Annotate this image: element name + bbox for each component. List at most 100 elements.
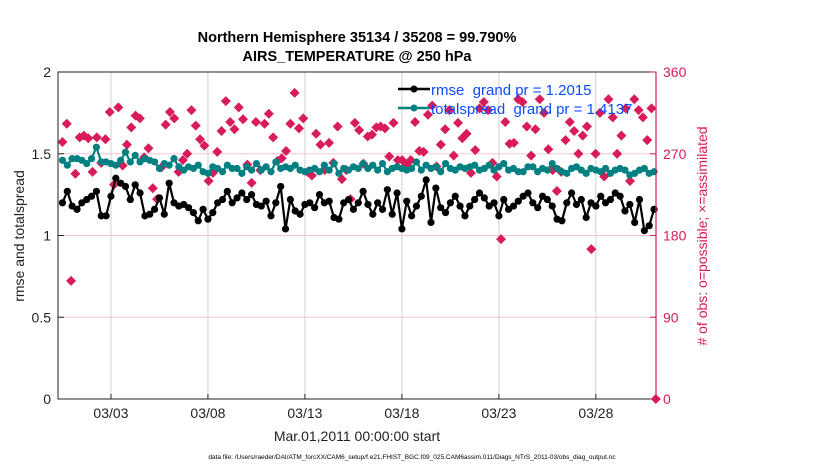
obs-count-point <box>57 136 68 147</box>
rmse-point <box>509 202 518 210</box>
obs-count-point <box>440 124 451 135</box>
obs-count-point <box>564 116 575 127</box>
totalspread-point <box>194 161 202 169</box>
totalspread-point <box>117 156 125 164</box>
obs-count-point <box>293 123 304 134</box>
obs-count-point <box>453 117 464 128</box>
totalspread-point <box>272 158 280 166</box>
obs-count-point <box>160 119 171 130</box>
rmse-point <box>592 202 600 210</box>
rmse-point <box>374 199 382 207</box>
totalspread-point <box>529 163 537 171</box>
legend-label-spread: totalspread grand pr = 1.4137 <box>431 101 632 118</box>
rmse-point <box>480 194 488 202</box>
totalspread-point <box>262 163 270 171</box>
obs-count-point <box>126 122 137 133</box>
obs-count-point <box>521 121 532 132</box>
rmse-point <box>63 187 71 195</box>
totalspread-point <box>640 164 648 173</box>
obs-count-point <box>418 146 429 157</box>
obs-count-point <box>169 113 180 124</box>
obs-count-point <box>422 109 433 120</box>
totalspread-point <box>471 161 479 169</box>
rmse-point <box>393 189 401 197</box>
rmse-point <box>281 225 290 233</box>
rmse-point <box>364 200 372 209</box>
rmse-point <box>102 212 110 220</box>
rmse-point <box>286 195 294 204</box>
obs-count-point <box>448 150 459 161</box>
obs-count-point <box>379 123 390 134</box>
rmse-point <box>344 195 353 204</box>
obs-count-point <box>311 128 322 139</box>
obs-count-point <box>616 130 627 141</box>
obs-count-point <box>483 105 494 116</box>
totalspread-point <box>126 158 134 166</box>
x-tick-label: 03/28 <box>578 405 613 421</box>
obs-count-point <box>332 121 343 132</box>
obs-count-point <box>143 143 154 154</box>
series-layer <box>57 87 661 404</box>
totalspread-point <box>335 169 343 177</box>
obs-count-point <box>199 140 210 151</box>
rmse-point <box>223 187 231 195</box>
obs-count-point <box>268 132 279 143</box>
obs-count-point <box>121 139 132 150</box>
obs-count-point <box>83 133 94 144</box>
rmse-point <box>335 215 343 223</box>
obs-count-point <box>250 116 261 127</box>
totalspread-point <box>621 166 629 174</box>
rmse-point <box>189 209 197 217</box>
rmse-point <box>272 199 280 207</box>
totalspread-point <box>218 168 227 176</box>
rmse-point <box>378 205 387 213</box>
totalspread-point <box>417 166 425 174</box>
obs-count-point <box>633 105 644 116</box>
rmse-point <box>383 186 391 194</box>
obs-count-point <box>496 234 507 245</box>
obs-count-point <box>91 132 102 143</box>
rmse-point <box>194 217 202 225</box>
rmse-point <box>597 192 605 200</box>
rmse-point <box>296 210 304 218</box>
rmse-point <box>461 212 469 220</box>
rmse-point <box>606 195 615 204</box>
chart-title-line-1: Northern Hemisphere 35134 / 35208 = 99.7… <box>198 30 517 46</box>
rmse-point <box>155 194 164 202</box>
obs-count-point <box>573 148 584 159</box>
obs-count-point <box>190 120 201 131</box>
obs-count-point <box>225 116 236 127</box>
rmse-point <box>408 212 416 220</box>
rmse-point <box>616 192 624 200</box>
rmse-point <box>572 200 581 209</box>
legend: rmse grand pr = 1.2015 totalspread grand… <box>398 82 632 118</box>
obs-count-point <box>491 171 502 182</box>
totalspread-point <box>563 169 571 177</box>
rmse-point <box>441 209 450 217</box>
rmse-point <box>645 222 653 230</box>
rmse-point <box>354 199 362 207</box>
y-axis-label-left: rmse and totalspread <box>11 170 27 302</box>
grid <box>58 72 656 399</box>
rmse-point <box>107 192 115 200</box>
rmse-point <box>534 204 542 212</box>
rmse-point <box>529 199 537 207</box>
obs-count-point <box>603 94 614 105</box>
rmse-point <box>422 176 430 184</box>
rmse-point <box>315 191 324 199</box>
totalspread-point <box>87 155 96 163</box>
obs-count-point <box>177 155 188 166</box>
y-axis-label-right: # of obs: o=possible; ×=assimilated <box>694 126 710 345</box>
totalspread-point <box>247 166 256 174</box>
totalspread-point <box>267 168 275 176</box>
rmse-point <box>446 199 454 207</box>
totalspread-point <box>165 161 173 169</box>
rmse-point <box>204 215 212 223</box>
totalspread-point <box>519 168 527 176</box>
obs-count-point <box>87 166 98 177</box>
obs-count-point <box>474 103 485 114</box>
rmse-point <box>58 199 67 207</box>
totalspread-point <box>330 159 338 168</box>
obs-count-point <box>577 130 588 141</box>
